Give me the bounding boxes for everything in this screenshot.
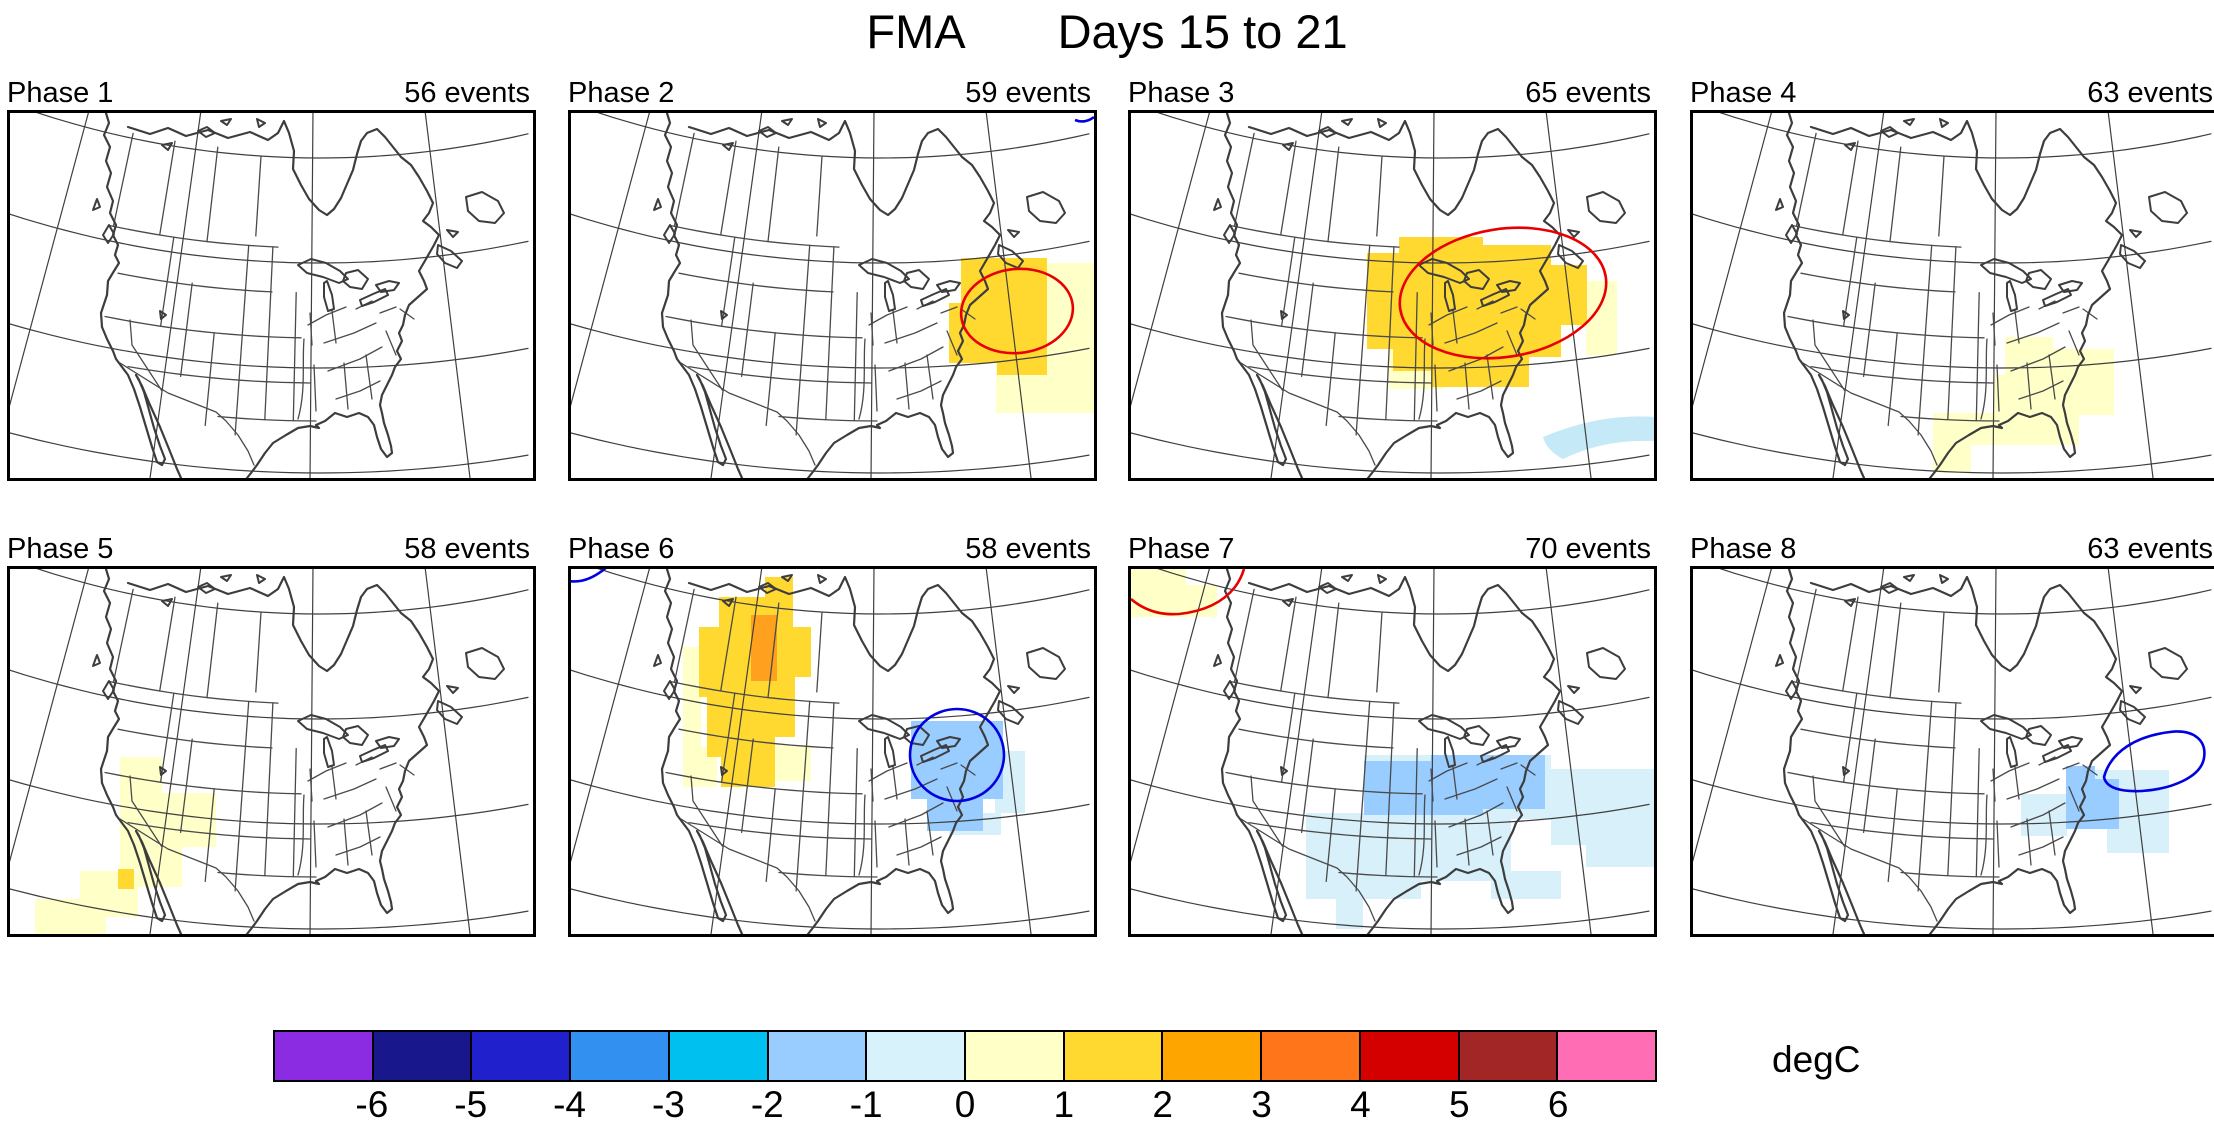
red-contour bbox=[957, 263, 1077, 358]
anomaly-fill-neg0 bbox=[1551, 769, 1654, 867]
colorbar-cell-11 bbox=[1360, 1032, 1460, 1080]
colorbar-tick-label: 0 bbox=[954, 1084, 976, 1122]
anomaly-fill-pos1 bbox=[35, 871, 138, 934]
colorbar-cell-4 bbox=[669, 1032, 769, 1080]
anomaly-fill-neg1 bbox=[911, 721, 1003, 831]
panel-phase-3: Phase 3 65 events bbox=[1128, 78, 1657, 481]
panel-header: Phase 4 63 events bbox=[1690, 78, 2213, 110]
anomaly-fill-neg0 bbox=[1421, 819, 1561, 899]
anomaly-fill-pos1 bbox=[120, 757, 216, 887]
colorbar-tick-label: -1 bbox=[849, 1084, 883, 1122]
panel-header: Phase 8 63 events bbox=[1690, 534, 2213, 566]
blue-contour bbox=[569, 567, 607, 581]
colorbar-cell-9 bbox=[1163, 1032, 1263, 1080]
blue-contour bbox=[2104, 732, 2204, 792]
colorbar-cell-3 bbox=[571, 1032, 670, 1080]
colorbar-tick-label: 3 bbox=[1251, 1084, 1272, 1122]
map-phase-8 bbox=[1690, 566, 2214, 937]
phase-label: Phase 1 bbox=[7, 77, 114, 109]
colorbar-cell-13 bbox=[1558, 1032, 1656, 1080]
anomaly-fill-pos2 bbox=[699, 577, 811, 787]
figure-title: FMA Days 15 to 21 bbox=[0, 4, 2214, 59]
phase-label: Phase 7 bbox=[1128, 533, 1235, 565]
panel-phase-1: Phase 1 56 events bbox=[7, 78, 536, 481]
panel-header: Phase 3 65 events bbox=[1128, 78, 1651, 110]
anomaly-fill-pos1 bbox=[1933, 413, 2025, 473]
phase-label: Phase 5 bbox=[7, 533, 114, 565]
blue-contour bbox=[1075, 117, 1094, 121]
colorbar-tick-label: -3 bbox=[651, 1084, 685, 1122]
colorbar-cell-7 bbox=[966, 1032, 1065, 1080]
blue-contour bbox=[910, 709, 1004, 801]
colorbar-cell-2 bbox=[472, 1032, 572, 1080]
red-contour bbox=[1390, 214, 1615, 373]
events-label: 58 events bbox=[965, 533, 1091, 565]
red-contour bbox=[1131, 569, 1244, 614]
phase-label: Phase 2 bbox=[568, 77, 675, 109]
colorbar-cell-12 bbox=[1459, 1032, 1559, 1080]
title-days: Days 15 to 21 bbox=[1057, 5, 1348, 58]
events-label: 63 events bbox=[2087, 533, 2213, 565]
phase-label: Phase 8 bbox=[1690, 533, 1797, 565]
anomaly-fill-neg0 bbox=[1306, 813, 1421, 929]
colorbar-cell-6 bbox=[867, 1032, 967, 1080]
map-phase-7 bbox=[1128, 566, 1657, 937]
panel-header: Phase 5 58 events bbox=[7, 534, 530, 566]
colorbar-tick-label: -2 bbox=[750, 1084, 784, 1122]
colorbar-tick-label: -5 bbox=[454, 1084, 488, 1122]
colorbar bbox=[273, 1030, 1657, 1082]
events-label: 63 events bbox=[2087, 77, 2213, 109]
events-label: 58 events bbox=[404, 533, 530, 565]
panel-phase-2: Phase 2 59 events bbox=[568, 78, 1097, 481]
colorbar-tick-label: 4 bbox=[1350, 1084, 1371, 1122]
colorbar-tick-label: 5 bbox=[1448, 1084, 1470, 1122]
colorbar-tick-label: -4 bbox=[553, 1084, 587, 1122]
anomaly-fill-neg0b bbox=[1543, 416, 1654, 459]
anomaly-fill-neg1 bbox=[1364, 755, 1545, 815]
panel-header: Phase 7 70 events bbox=[1128, 534, 1651, 566]
anomaly-fill-pos1 bbox=[1586, 281, 1617, 355]
panel-phase-7: Phase 7 70 events bbox=[1128, 534, 1657, 937]
colorbar-cell-10 bbox=[1262, 1032, 1361, 1080]
panel-phase-4: Phase 4 63 events bbox=[1690, 78, 2214, 481]
panel-header: Phase 2 59 events bbox=[568, 78, 1091, 110]
map-phase-3 bbox=[1128, 110, 1657, 481]
events-label: 70 events bbox=[1525, 533, 1651, 565]
phase-label: Phase 6 bbox=[568, 533, 675, 565]
anomaly-fill-pos2 bbox=[1367, 237, 1587, 387]
anomaly-fill-pos2 bbox=[118, 869, 134, 889]
anomaly-fill-pos3 bbox=[751, 615, 777, 681]
map-phase-1 bbox=[7, 110, 536, 481]
map-phase-2 bbox=[568, 110, 1097, 481]
events-label: 59 events bbox=[965, 77, 1091, 109]
colorbar-cell-8 bbox=[1064, 1032, 1164, 1080]
panel-phase-8: Phase 8 63 events bbox=[1690, 534, 2214, 937]
phase-label: Phase 4 bbox=[1690, 77, 1797, 109]
map-phase-6 bbox=[568, 566, 1097, 937]
colorbar-tick-label: -6 bbox=[355, 1084, 389, 1122]
panel-header: Phase 1 56 events bbox=[7, 78, 530, 110]
anomaly-fill-pos1 bbox=[775, 745, 811, 781]
colorbar-cell-5 bbox=[768, 1032, 868, 1080]
panel-header: Phase 6 58 events bbox=[568, 534, 1091, 566]
colorbar-tick-label: 1 bbox=[1053, 1084, 1075, 1122]
anomaly-fill-pos1 bbox=[996, 263, 1094, 413]
events-label: 65 events bbox=[1525, 77, 1651, 109]
map-phase-5 bbox=[7, 566, 536, 937]
title-season: FMA bbox=[866, 5, 966, 58]
colorbar-cell-0 bbox=[275, 1032, 374, 1080]
colorbar-cell-1 bbox=[373, 1032, 473, 1080]
events-label: 56 events bbox=[404, 77, 530, 109]
map-phase-4 bbox=[1690, 110, 2214, 481]
anomaly-fill-pos1 bbox=[1131, 569, 1217, 617]
colorbar-tick-label: 6 bbox=[1547, 1084, 1569, 1122]
panel-phase-5: Phase 5 58 events bbox=[7, 534, 536, 937]
phase-label: Phase 3 bbox=[1128, 77, 1235, 109]
colorbar-tick-label: 2 bbox=[1152, 1084, 1173, 1122]
panel-phase-6: Phase 6 58 events bbox=[568, 534, 1097, 937]
colorbar-units-label: degC bbox=[1772, 1039, 1861, 1080]
